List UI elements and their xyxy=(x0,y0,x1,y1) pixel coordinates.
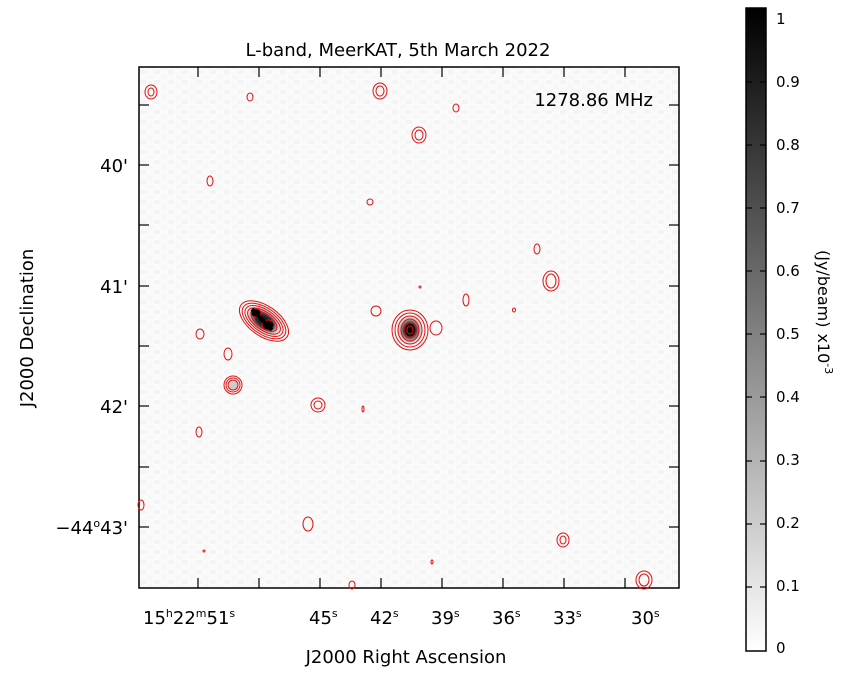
dec-tick-label: −44o43' xyxy=(55,517,128,539)
faint-sources xyxy=(137,82,653,590)
x-axis-label: J2000 Right Ascension xyxy=(305,647,507,668)
ra-tick-label: 39s xyxy=(431,607,460,629)
colorbar-ticks xyxy=(746,18,766,588)
colorbar-tick-label: 0.4 xyxy=(776,388,800,406)
ra-tick-labels: 15h22m51s 45s 42s 39s 36s 33s 30s xyxy=(143,607,660,629)
map-panel: 1278.86 MHz xyxy=(137,66,680,590)
colorbar-tick-label: 0.8 xyxy=(776,136,800,154)
y-axis-label: J2000 Declination xyxy=(17,249,38,409)
dec-tick-labels: 40' 41' 42' −44o43' xyxy=(55,156,128,539)
ra-tick-label: 36s xyxy=(492,607,521,629)
ra-tick-label: 30s xyxy=(631,607,660,629)
colorbar-tick-label: 0.5 xyxy=(776,325,800,343)
colorbar-tick-label: 0.6 xyxy=(776,262,800,280)
ra-tick-label: 42s xyxy=(370,607,399,629)
colorbar-tick-label: 0 xyxy=(776,639,786,657)
colorbar-tick-label: 0.3 xyxy=(776,451,800,469)
plot-title: L-band, MeerKAT, 5th March 2022 xyxy=(246,40,551,61)
colorbar-tick-label: 0.7 xyxy=(776,199,800,217)
dec-tick-label: 42' xyxy=(100,397,128,418)
source-left-double xyxy=(239,300,289,342)
frequency-label: 1278.86 MHz xyxy=(534,90,653,111)
dec-tick-marks xyxy=(139,104,679,528)
dec-tick-label: 41' xyxy=(100,277,128,298)
colorbar: 0 0.1 0.2 0.3 0.4 0.5 0.6 0.7 0.8 0.9 1 … xyxy=(745,7,835,657)
colorbar-gradient xyxy=(745,7,767,652)
colorbar-tick-label: 0.9 xyxy=(776,73,800,91)
map-frame xyxy=(138,66,680,589)
source-center-compact xyxy=(391,309,443,351)
colorbar-tick-label: 0.1 xyxy=(776,577,800,595)
ra-tick-label: 33s xyxy=(553,607,582,629)
colorbar-tick-label: 0.2 xyxy=(776,514,800,532)
dec-tick-label: 40' xyxy=(100,156,128,177)
colorbar-label: (Jy/beam)x10-3 xyxy=(814,250,835,374)
ra-tick-label: 15h22m51s xyxy=(143,607,235,629)
colorbar-tick-labels: 0 0.1 0.2 0.3 0.4 0.5 0.6 0.7 0.8 0.9 1 xyxy=(776,10,800,657)
colorbar-tick-label: 1 xyxy=(776,10,786,28)
ra-tick-label: 45s xyxy=(309,607,338,629)
ra-tick-marks xyxy=(197,67,626,588)
